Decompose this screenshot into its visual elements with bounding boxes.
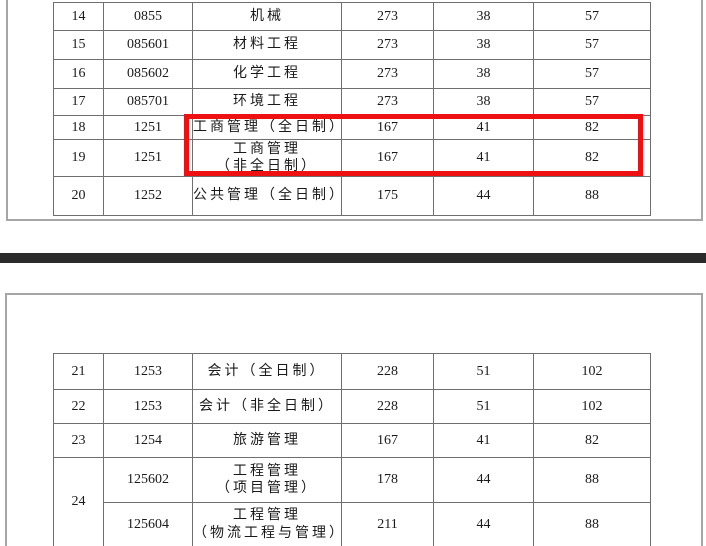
cell-row-no: 21 — [53, 353, 104, 390]
cell-single-score: 51 — [433, 389, 534, 424]
cell-major-name: 会计（非全日制） — [192, 389, 342, 424]
cell-total-score: 273 — [341, 59, 434, 89]
major-name-line1: 工程管理 — [233, 463, 301, 479]
table-row: 23 1254 旅游管理 167 41 82 — [53, 423, 651, 458]
cell-total-score: 273 — [341, 30, 434, 60]
cell-major-code: 1253 — [103, 389, 193, 424]
major-name-line1: 公共管理（全日制） — [193, 188, 342, 204]
major-name-line1: 旅游管理 — [233, 432, 301, 448]
cell-major-name: 旅游管理 — [192, 423, 342, 458]
table-row: 14 0855 机械 273 38 57 — [53, 2, 651, 31]
cell-major-code: 085602 — [103, 59, 193, 89]
cell-major-name: 工商管理 （非全日制） — [192, 139, 342, 177]
cell-single-score: 51 — [433, 353, 534, 390]
cell-row-no: 16 — [53, 59, 104, 89]
table-row: 125604 工程管理 （物流工程与管理） 211 44 88 — [54, 502, 651, 546]
cell-row-no: 18 — [53, 115, 104, 140]
cell-double-score: 57 — [533, 59, 651, 89]
cell-row-no: 15 — [53, 30, 104, 60]
cell-double-score: 57 — [533, 30, 651, 60]
cell-major-name: 公共管理（全日制） — [192, 176, 342, 216]
red-highlight-box — [184, 114, 643, 176]
cell-major-name: 机械 — [192, 2, 342, 31]
cell-major-code: 085701 — [103, 88, 193, 116]
cell-single-score: 44 — [433, 457, 534, 503]
cell-total-score: 273 — [341, 2, 434, 31]
page-break-bar — [0, 253, 706, 263]
major-name-line1: 会计（非全日制） — [199, 398, 335, 414]
cell-single-score: 38 — [433, 30, 534, 60]
cell-single-score: 38 — [433, 59, 534, 89]
cell-double-score: 57 — [533, 88, 651, 116]
cell-total-score: 273 — [341, 88, 434, 116]
cell-double-score: 88 — [533, 176, 651, 216]
cell-double-score: 102 — [533, 353, 651, 390]
cell-major-name: 会计（全日制） — [192, 353, 342, 390]
cell-double-score: 57 — [533, 2, 651, 31]
score-table-page1: 14 0855 机械 273 38 57 15 085601 材料工程 273 … — [53, 2, 651, 216]
cell-major-code: 1251 — [103, 139, 193, 177]
major-name-line1: 环境工程 — [233, 94, 301, 110]
cell-major-name: 化学工程 — [192, 59, 342, 89]
major-name-line2: （非全日制） — [216, 159, 318, 174]
cell-major-name: 材料工程 — [192, 30, 342, 60]
major-name-line1: 化学工程 — [233, 66, 301, 82]
cell-single-score: 41 — [433, 423, 534, 458]
cell-single-score: 44 — [433, 176, 534, 216]
cell-row-no: 20 — [53, 176, 104, 216]
cell-row-no: 22 — [53, 389, 104, 424]
cell-single-score: 44 — [433, 502, 534, 546]
major-name-line1: 工商管理 — [233, 141, 301, 157]
table-row: 20 1252 公共管理（全日制） 175 44 88 — [53, 176, 651, 216]
cell-total-score: 211 — [341, 502, 434, 546]
cell-total-score: 228 — [341, 353, 434, 390]
major-name-line2: （项目管理） — [216, 481, 318, 496]
major-name-line1: 工商管理（全日制） — [193, 119, 342, 135]
cell-double-score: 88 — [533, 457, 651, 503]
table-row: 17 085701 环境工程 273 38 57 — [53, 88, 651, 116]
cell-double-score: 82 — [533, 139, 651, 177]
cell-major-code: 0855 — [103, 2, 193, 31]
cell-total-score: 228 — [341, 389, 434, 424]
cell-major-code: 085601 — [103, 30, 193, 60]
cell-single-score: 38 — [433, 88, 534, 116]
cell-major-code: 1253 — [103, 353, 193, 390]
cell-major-name: 环境工程 — [192, 88, 342, 116]
cell-total-score: 167 — [341, 423, 434, 458]
cell-major-code: 125602 — [103, 457, 193, 503]
cell-major-code: 125604 — [103, 502, 193, 546]
cell-single-score: 38 — [433, 2, 534, 31]
cell-major-code: 1254 — [103, 423, 193, 458]
cell-row-no: 14 — [53, 2, 104, 31]
cell-double-score: 102 — [533, 389, 651, 424]
cell-total-score: 178 — [341, 457, 434, 503]
cell-row-no: 17 — [53, 88, 104, 116]
cell-row-no-merged: 24 — [53, 457, 104, 546]
cell-double-score: 82 — [533, 423, 651, 458]
score-table-page2: 21 1253 会计（全日制） 228 51 102 22 1253 会计（非全… — [53, 353, 651, 546]
cell-major-name: 工程管理 （项目管理） — [192, 457, 342, 503]
table-row: 24 125602 工程管理 （项目管理） 178 44 88 — [53, 457, 651, 546]
major-name-line1: 工程管理 — [233, 508, 301, 523]
table-row: 15 085601 材料工程 273 38 57 — [53, 30, 651, 60]
table-row: 16 085602 化学工程 273 38 57 — [53, 59, 651, 89]
major-name-line1: 材料工程 — [233, 37, 301, 53]
cell-major-code: 1251 — [103, 115, 193, 140]
cell-major-name: 工程管理 （物流工程与管理） — [192, 502, 342, 546]
table-row-highlighted: 19 1251 工商管理 （非全日制） 167 41 82 — [53, 139, 651, 177]
cell-major-code: 1252 — [103, 176, 193, 216]
major-name-line2: （物流工程与管理） — [193, 525, 342, 541]
table-row: 22 1253 会计（非全日制） 228 51 102 — [53, 389, 651, 424]
major-name-line1: 会计（全日制） — [207, 363, 327, 379]
cell-double-score: 88 — [533, 502, 651, 546]
major-name-line1: 机械 — [250, 8, 284, 24]
cell-total-score: 175 — [341, 176, 434, 216]
table-row: 21 1253 会计（全日制） 228 51 102 — [53, 353, 651, 390]
cell-row-no: 19 — [53, 139, 104, 177]
cell-row-no: 23 — [53, 423, 104, 458]
